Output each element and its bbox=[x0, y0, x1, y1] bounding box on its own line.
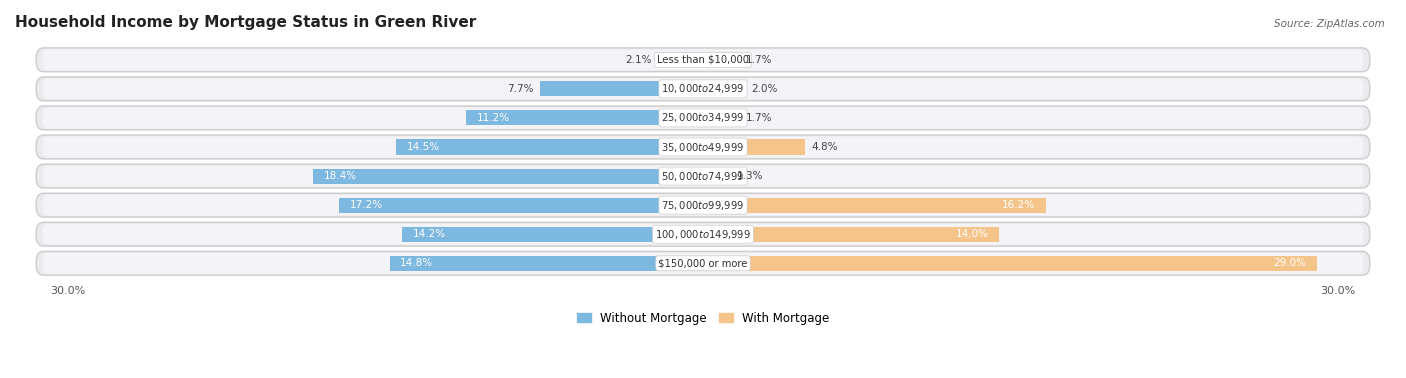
Text: $35,000 to $49,999: $35,000 to $49,999 bbox=[661, 141, 745, 153]
Bar bbox=[703, 52, 740, 67]
Bar bbox=[314, 169, 703, 184]
Bar bbox=[703, 139, 804, 155]
FancyBboxPatch shape bbox=[42, 166, 1364, 186]
Bar bbox=[658, 52, 703, 67]
Text: 14.2%: 14.2% bbox=[413, 229, 446, 239]
FancyBboxPatch shape bbox=[37, 222, 1369, 246]
Text: $75,000 to $99,999: $75,000 to $99,999 bbox=[661, 199, 745, 212]
Text: 29.0%: 29.0% bbox=[1274, 258, 1306, 268]
Text: $150,000 or more: $150,000 or more bbox=[658, 258, 748, 268]
Text: Household Income by Mortgage Status in Green River: Household Income by Mortgage Status in G… bbox=[15, 15, 477, 30]
Text: 1.7%: 1.7% bbox=[745, 55, 772, 65]
Text: 4.8%: 4.8% bbox=[811, 142, 838, 152]
Legend: Without Mortgage, With Mortgage: Without Mortgage, With Mortgage bbox=[572, 307, 834, 329]
Bar bbox=[703, 227, 1000, 242]
FancyBboxPatch shape bbox=[37, 106, 1369, 130]
Text: $100,000 to $149,999: $100,000 to $149,999 bbox=[655, 228, 751, 241]
Bar bbox=[339, 198, 703, 213]
Text: 7.7%: 7.7% bbox=[508, 84, 534, 94]
Text: 11.2%: 11.2% bbox=[477, 113, 509, 123]
Bar bbox=[703, 169, 731, 184]
FancyBboxPatch shape bbox=[37, 251, 1369, 275]
Bar bbox=[402, 227, 703, 242]
FancyBboxPatch shape bbox=[42, 224, 1364, 245]
Text: 2.1%: 2.1% bbox=[626, 55, 652, 65]
Text: 1.7%: 1.7% bbox=[745, 113, 772, 123]
Text: 2.0%: 2.0% bbox=[752, 84, 778, 94]
Text: 18.4%: 18.4% bbox=[323, 171, 357, 181]
Text: 1.3%: 1.3% bbox=[737, 171, 763, 181]
Bar bbox=[465, 110, 703, 125]
FancyBboxPatch shape bbox=[37, 77, 1369, 101]
FancyBboxPatch shape bbox=[42, 107, 1364, 129]
Bar bbox=[703, 110, 740, 125]
Text: 14.8%: 14.8% bbox=[401, 258, 433, 268]
FancyBboxPatch shape bbox=[42, 78, 1364, 99]
FancyBboxPatch shape bbox=[37, 193, 1369, 217]
Bar bbox=[540, 81, 703, 96]
Bar bbox=[389, 256, 703, 271]
Text: $50,000 to $74,999: $50,000 to $74,999 bbox=[661, 170, 745, 183]
Text: 17.2%: 17.2% bbox=[350, 200, 382, 210]
Bar bbox=[703, 256, 1317, 271]
FancyBboxPatch shape bbox=[37, 164, 1369, 188]
Bar bbox=[703, 198, 1046, 213]
FancyBboxPatch shape bbox=[42, 195, 1364, 215]
Text: Less than $10,000: Less than $10,000 bbox=[657, 55, 749, 65]
Text: $25,000 to $34,999: $25,000 to $34,999 bbox=[661, 112, 745, 124]
Text: 16.2%: 16.2% bbox=[1002, 200, 1035, 210]
FancyBboxPatch shape bbox=[42, 49, 1364, 70]
Text: 14.0%: 14.0% bbox=[956, 229, 988, 239]
FancyBboxPatch shape bbox=[42, 136, 1364, 158]
FancyBboxPatch shape bbox=[37, 135, 1369, 159]
FancyBboxPatch shape bbox=[42, 253, 1364, 274]
Text: 14.5%: 14.5% bbox=[406, 142, 440, 152]
FancyBboxPatch shape bbox=[37, 48, 1369, 72]
Bar bbox=[396, 139, 703, 155]
Text: $10,000 to $24,999: $10,000 to $24,999 bbox=[661, 82, 745, 95]
Bar bbox=[703, 81, 745, 96]
Text: Source: ZipAtlas.com: Source: ZipAtlas.com bbox=[1274, 19, 1385, 29]
